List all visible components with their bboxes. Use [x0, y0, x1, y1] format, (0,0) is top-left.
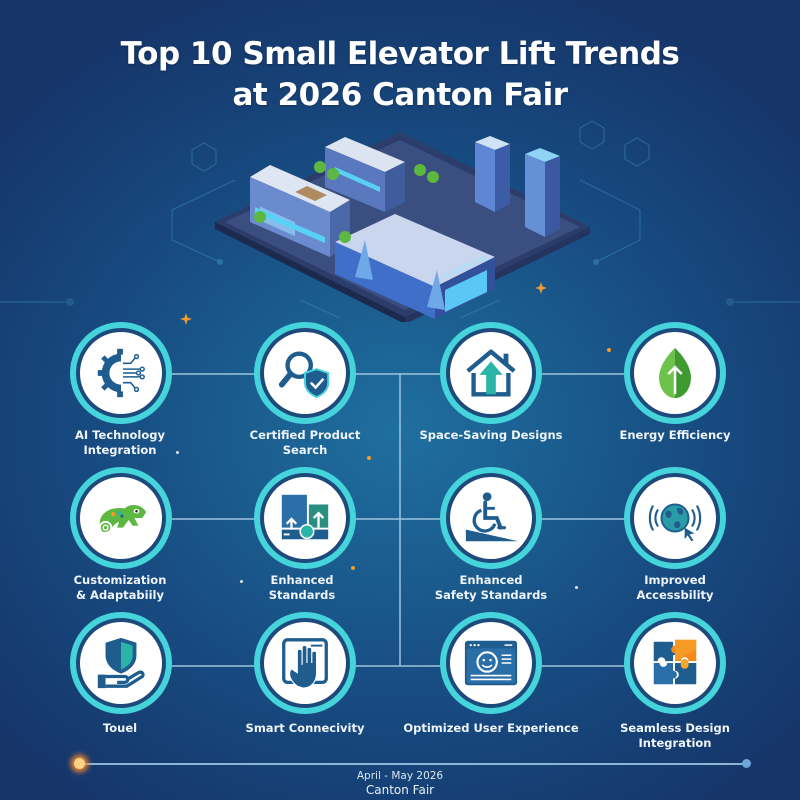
- decorative-dot: [351, 566, 355, 570]
- trend-label: Touel: [102, 721, 138, 735]
- trend-circle-smart-connectivity[interactable]: [254, 612, 356, 714]
- touch-screen-hand-icon: [282, 638, 328, 689]
- timeline-bar: [79, 763, 747, 765]
- decorative-dot: [176, 451, 179, 454]
- footer-date: April - May 2026: [356, 770, 444, 782]
- trend-circle-enhanced-safety-standards[interactable]: [440, 467, 542, 569]
- title-line-2: at 2026 Canton Fair: [232, 77, 568, 113]
- browser-smiley-icon: [464, 640, 518, 686]
- trend-label: Improved Accessbility: [636, 573, 714, 602]
- trend-label: Customization & Adaptabiily: [73, 573, 167, 602]
- row-connector-line: [170, 665, 625, 667]
- trend-circle-improved-accessibility[interactable]: [624, 467, 726, 569]
- trend-label: Smart Connecivity: [245, 721, 365, 735]
- decorative-dot: [575, 586, 578, 589]
- page-title: Top 10 Small Elevator Lift Trends at 202…: [0, 34, 800, 116]
- house-arrow-up-icon: [466, 349, 516, 397]
- row-connector-line: [170, 373, 625, 375]
- blocks-arrows-icon: [281, 494, 329, 540]
- title-line-1: Top 10 Small Elevator Lift Trends: [120, 36, 680, 72]
- footer-event-name: Canton Fair: [365, 783, 435, 797]
- decorative-dot: [607, 348, 611, 352]
- chameleon-icon: [98, 504, 147, 535]
- ai-gear-circuit-icon: [97, 348, 145, 398]
- row-connector-line: [170, 518, 625, 520]
- trend-label: Enhanced Safety Standards: [434, 573, 548, 602]
- timeline-start-marker: [74, 758, 85, 769]
- timeline-end-marker: [742, 759, 751, 768]
- hand-shield-icon: [97, 637, 145, 689]
- trend-label: Energy Efficiency: [619, 428, 731, 442]
- wheelchair-ramp-icon: [465, 492, 519, 542]
- trend-label: Enhanced Standards: [268, 573, 336, 602]
- trend-circle-touel[interactable]: [70, 612, 172, 714]
- globe-signal-cursor-icon: [648, 503, 702, 542]
- trend-circle-customization[interactable]: [70, 467, 172, 569]
- trend-circle-certified-product-search[interactable]: [254, 322, 356, 424]
- trend-circle-space-saving-designs[interactable]: [440, 322, 542, 424]
- vertical-connector-line: [399, 373, 401, 666]
- trend-label: Certified Product Search: [249, 428, 361, 457]
- puzzle-pieces-icon: [653, 639, 697, 685]
- trend-circle-seamless-design-integration[interactable]: [624, 612, 726, 714]
- trend-circle-energy-efficiency[interactable]: [624, 322, 726, 424]
- trend-label: Space-Saving Designs: [419, 428, 563, 442]
- sparkle-icon: [535, 282, 547, 294]
- trend-label: Seamless Design Integration: [620, 721, 730, 750]
- leaf-arrow-icon: [659, 347, 691, 399]
- decorative-dot: [240, 580, 243, 583]
- decorative-dot: [367, 456, 371, 460]
- trend-label: Optimized User Experience: [403, 721, 579, 735]
- trend-circle-enhanced-standards[interactable]: [254, 467, 356, 569]
- search-shield-check-icon: [278, 351, 330, 399]
- trend-circle-optimized-user-experience[interactable]: [440, 612, 542, 714]
- trend-circle-ai-technology[interactable]: [70, 322, 172, 424]
- sparkle-icon: [180, 313, 192, 325]
- trend-label: AI Technology Integration: [75, 428, 165, 457]
- isometric-exhibition-city-icon: CANTON FAIR: [215, 132, 590, 322]
